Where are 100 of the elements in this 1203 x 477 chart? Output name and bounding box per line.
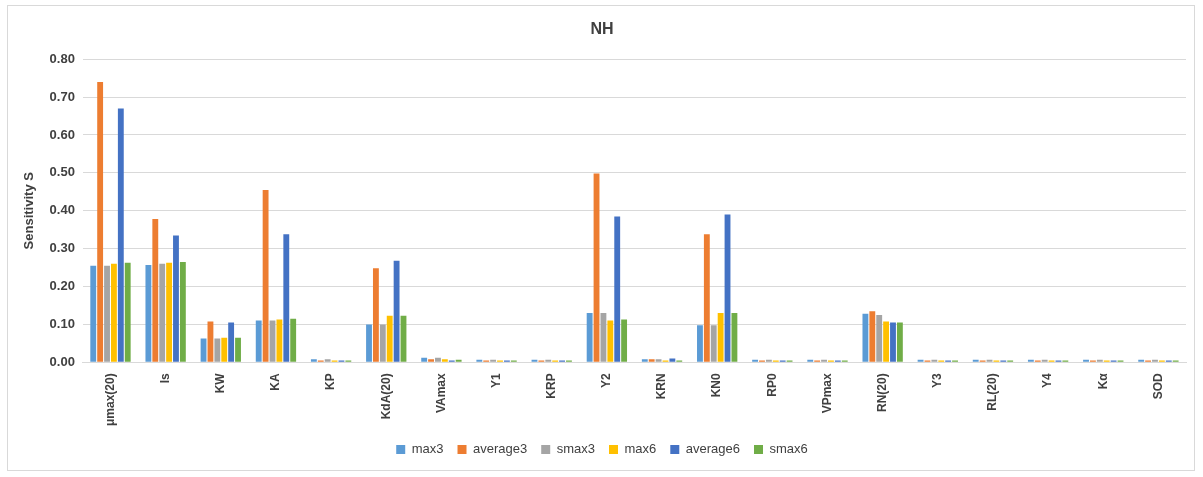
- bar: [621, 319, 628, 362]
- bar: [90, 265, 97, 362]
- bar: [586, 313, 593, 362]
- y-tick-label: 0.50: [49, 164, 75, 180]
- x-tick-label: Y4: [1040, 372, 1055, 388]
- bar: [869, 311, 876, 362]
- bar: [117, 108, 124, 362]
- y-tick-label: 0.80: [49, 50, 75, 66]
- bar: [104, 265, 110, 362]
- bar: [173, 235, 179, 362]
- bar: [97, 81, 104, 362]
- bar: [862, 313, 869, 362]
- x-tick-label: Kα: [1095, 372, 1110, 390]
- bar: [807, 359, 814, 362]
- bar: [697, 325, 703, 362]
- x-tick-label: KA: [268, 372, 283, 391]
- bar: [600, 313, 607, 362]
- legend-label: average6: [685, 441, 741, 457]
- x-tick-label: RL(20): [985, 373, 1000, 411]
- y-tick-label: 0.70: [49, 88, 75, 104]
- x-tick-label: RP0: [764, 372, 779, 397]
- bar: [717, 313, 724, 362]
- bar: [435, 357, 441, 362]
- x-tick-label: SOD: [1150, 372, 1165, 400]
- x-tick-label: Y3: [930, 372, 945, 388]
- bar: [276, 319, 283, 362]
- y-tick-label: 0.40: [49, 202, 75, 218]
- bar: [607, 320, 614, 362]
- bar: [648, 359, 655, 362]
- bar: [972, 359, 979, 362]
- bar: [421, 357, 428, 362]
- bar: [731, 313, 738, 362]
- bar: [262, 189, 269, 362]
- bar: [641, 359, 648, 362]
- bar: [214, 338, 221, 362]
- bar: [1027, 359, 1034, 362]
- x-tick-label: μmax(20): [102, 373, 117, 426]
- y-axis-title: Sensitivity S: [21, 171, 37, 250]
- bar: [372, 268, 379, 362]
- y-tick-label: 0.60: [49, 126, 75, 142]
- bar: [710, 325, 717, 362]
- legend-label: max3: [411, 441, 444, 457]
- bar: [124, 262, 131, 362]
- y-tick-label: 0.10: [49, 315, 75, 331]
- bar: [324, 359, 331, 362]
- bar: [255, 320, 262, 362]
- bar: [1096, 359, 1103, 362]
- x-tick-label: KP: [323, 373, 338, 390]
- x-tick-label: RN(20): [874, 373, 889, 412]
- chart-title: NH: [590, 20, 614, 38]
- bar: [455, 359, 462, 362]
- x-tick-label: Y2: [599, 372, 614, 388]
- x-tick-label: VPmax: [819, 372, 834, 414]
- x-tick-label: Y1: [488, 372, 503, 388]
- bar: [152, 219, 159, 362]
- bar: [441, 359, 448, 362]
- y-tick-label: 0.00: [49, 353, 75, 369]
- x-tick-label: VAmax: [433, 372, 448, 414]
- x-tick-label: KRP: [544, 373, 559, 399]
- bar: [159, 263, 166, 362]
- x-tick-label: KRN: [654, 373, 669, 400]
- bar: [931, 359, 938, 362]
- x-tick-label: Is: [157, 372, 172, 384]
- bar: [166, 262, 173, 362]
- legend-label: average3: [473, 441, 528, 457]
- bar: [428, 359, 434, 362]
- bar: [145, 264, 152, 362]
- legend-label: smax3: [556, 441, 596, 457]
- legend-label: smax6: [769, 441, 808, 457]
- bar: [379, 324, 386, 362]
- bar: [1138, 359, 1145, 362]
- bar: [228, 322, 235, 362]
- bar: [179, 261, 186, 362]
- bar: [235, 337, 241, 362]
- bar: [752, 359, 759, 362]
- bar: [896, 322, 903, 362]
- bar: [765, 359, 772, 362]
- bar: [386, 315, 393, 362]
- bar: [883, 321, 890, 362]
- y-tick-label: 0.20: [49, 278, 75, 294]
- bar: [669, 358, 676, 362]
- bar: [1083, 359, 1089, 362]
- bar: [1041, 359, 1048, 362]
- bar: [111, 263, 117, 362]
- bar: [1152, 359, 1158, 362]
- bar: [221, 337, 228, 362]
- bar: [890, 322, 896, 362]
- bar: [614, 216, 621, 362]
- x-tick-label: KW: [213, 372, 228, 394]
- bar: [545, 359, 552, 362]
- bar: [290, 318, 297, 362]
- x-tick-label: KN0: [709, 372, 724, 398]
- bar: [876, 314, 883, 362]
- bar: [283, 234, 290, 362]
- bar: [476, 359, 483, 362]
- bar: [310, 359, 317, 362]
- legend-label: max6: [624, 441, 657, 457]
- bar: [366, 324, 372, 362]
- bar: [703, 234, 710, 362]
- bar: [393, 260, 400, 362]
